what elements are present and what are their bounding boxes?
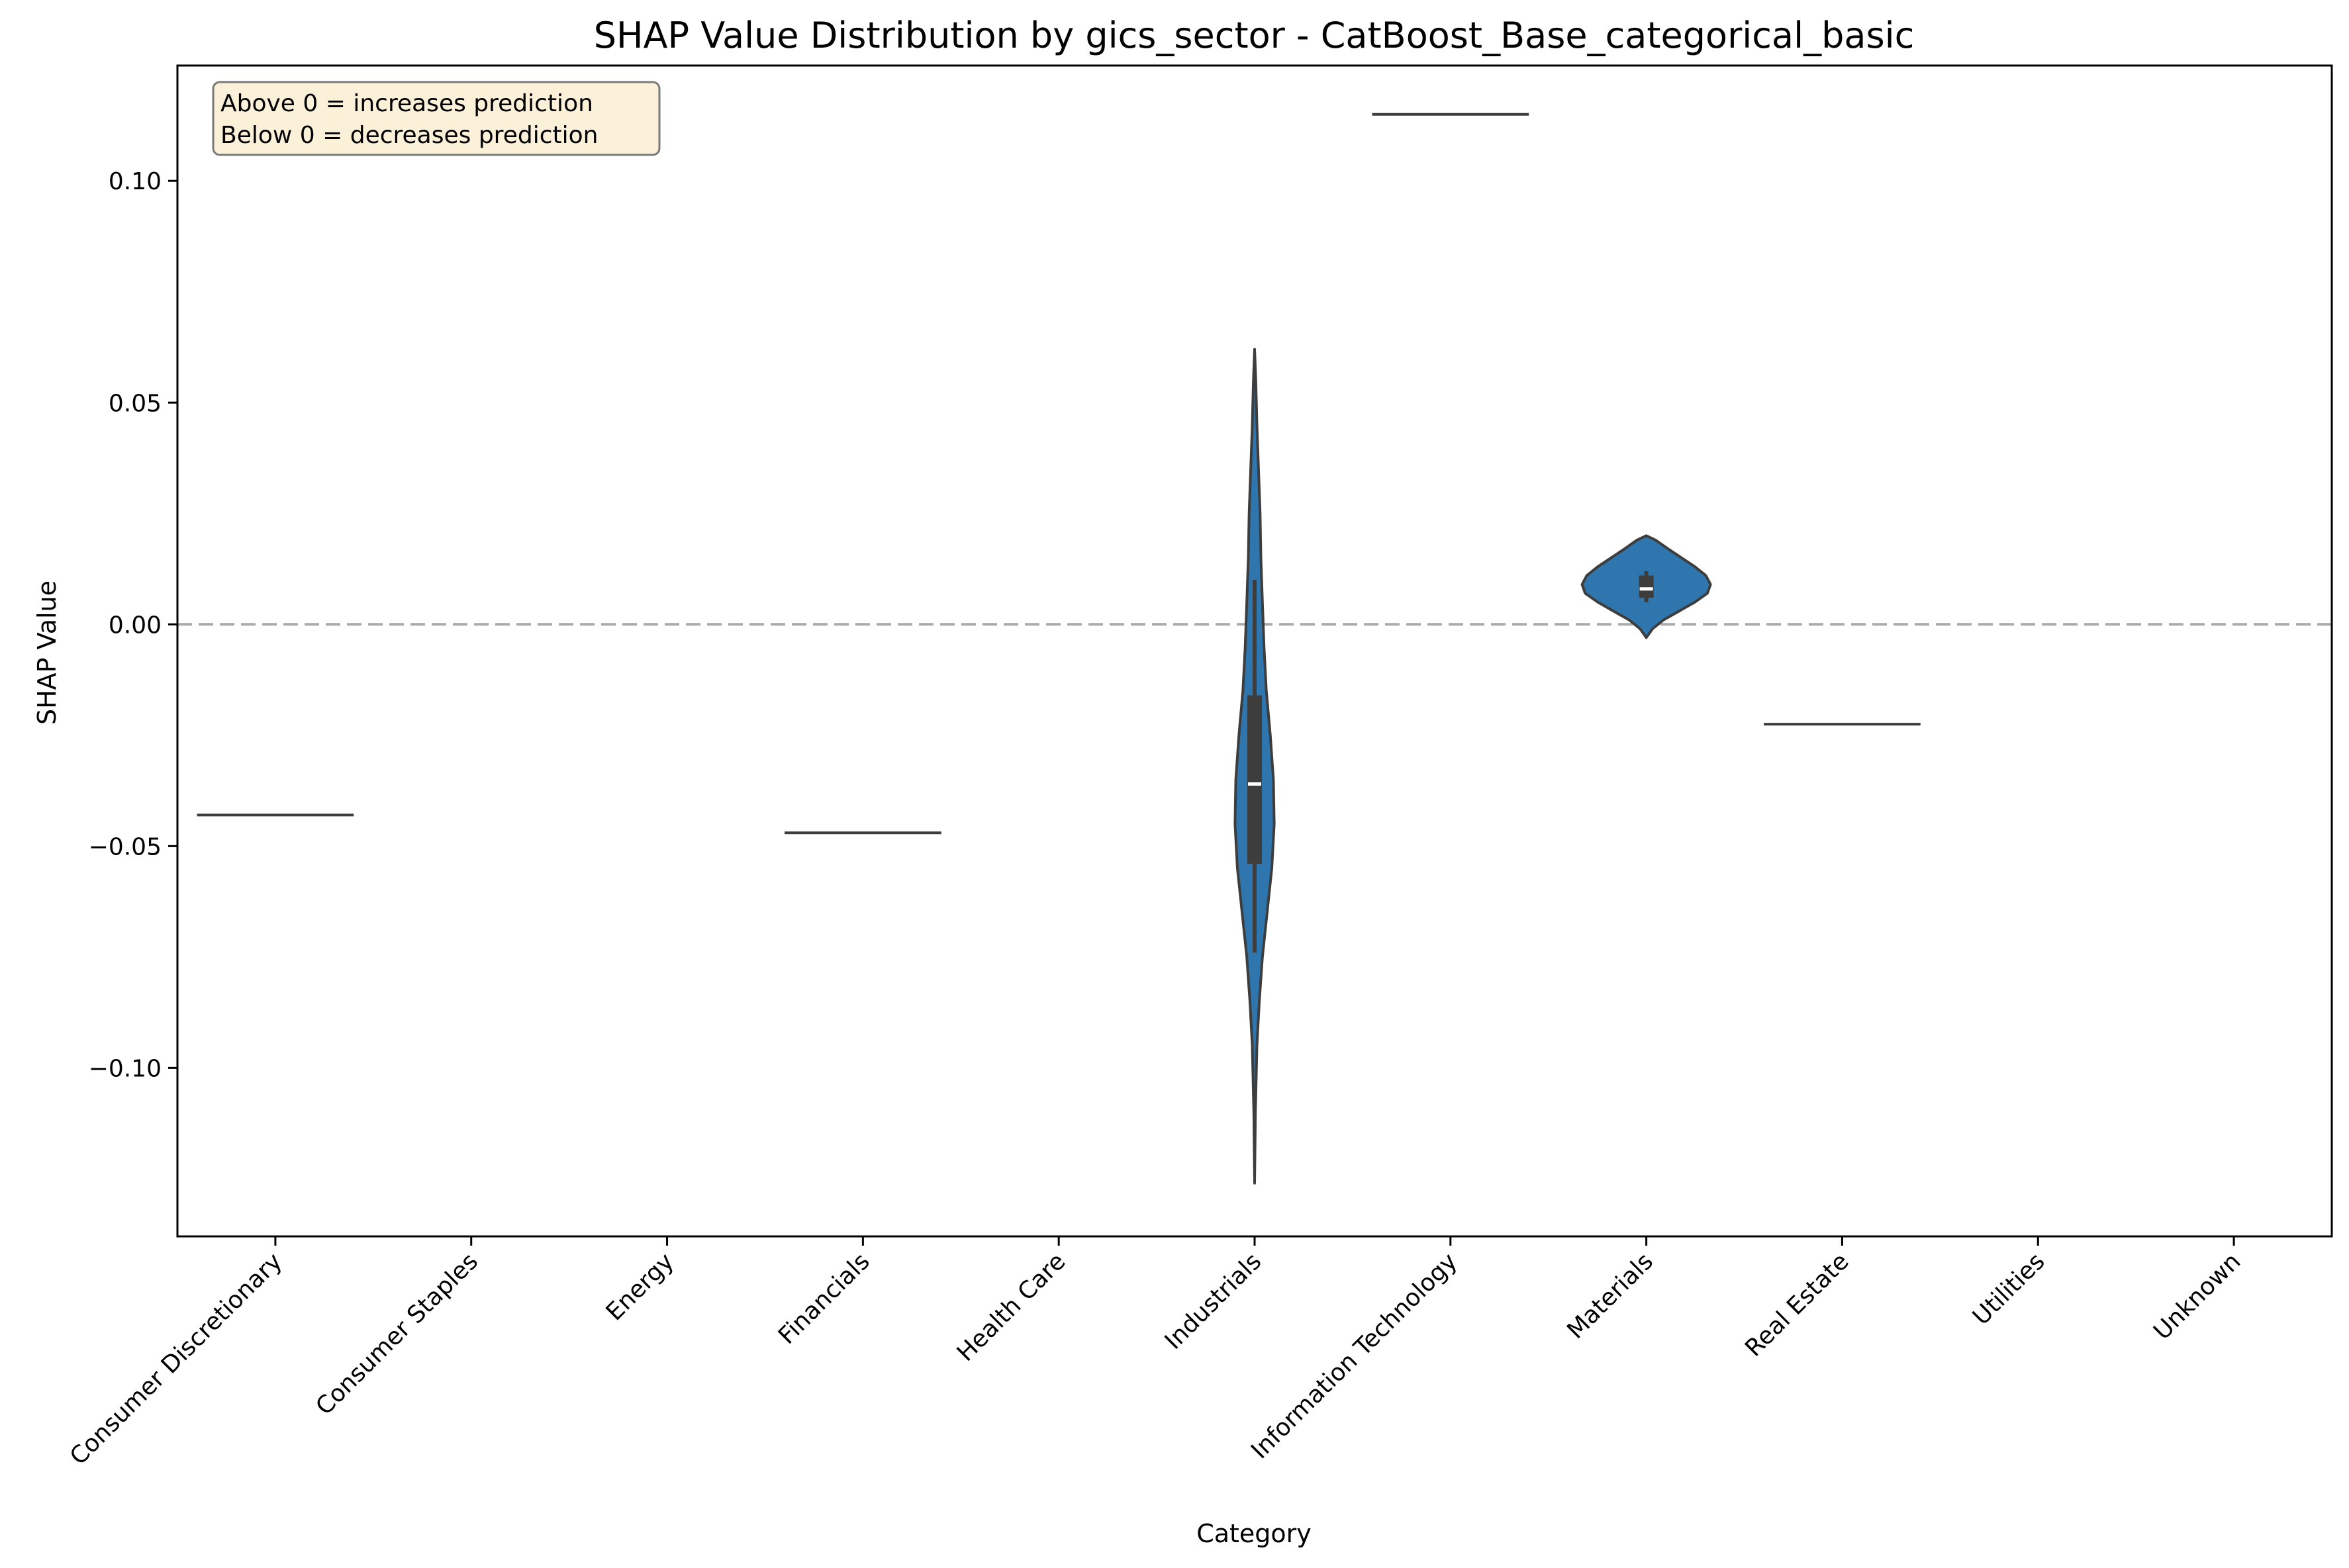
y-tick-label: 0.00 xyxy=(109,612,162,639)
annotation-line: Above 0 = increases prediction xyxy=(220,90,593,117)
y-axis-label: SHAP Value xyxy=(32,580,62,725)
y-tick-label: 0.10 xyxy=(109,168,162,195)
y-tick-label: −0.05 xyxy=(89,833,162,860)
chart-title: SHAP Value Distribution by gics_sector -… xyxy=(594,15,1915,56)
violin-industrials xyxy=(1233,347,1276,1185)
annotation-box: Above 0 = increases prediction Below 0 = … xyxy=(212,81,661,156)
y-tick-label: −0.10 xyxy=(89,1055,162,1082)
violin-materials xyxy=(1580,534,1712,639)
annotation-line: Below 0 = decreases prediction xyxy=(220,122,598,149)
y-tick-label: 0.05 xyxy=(109,390,162,417)
violin-iqr-box xyxy=(1247,695,1262,864)
annotation-background xyxy=(212,81,661,156)
x-axis-label: Category xyxy=(1196,1519,1312,1548)
violin-iqr-box xyxy=(1639,575,1654,598)
